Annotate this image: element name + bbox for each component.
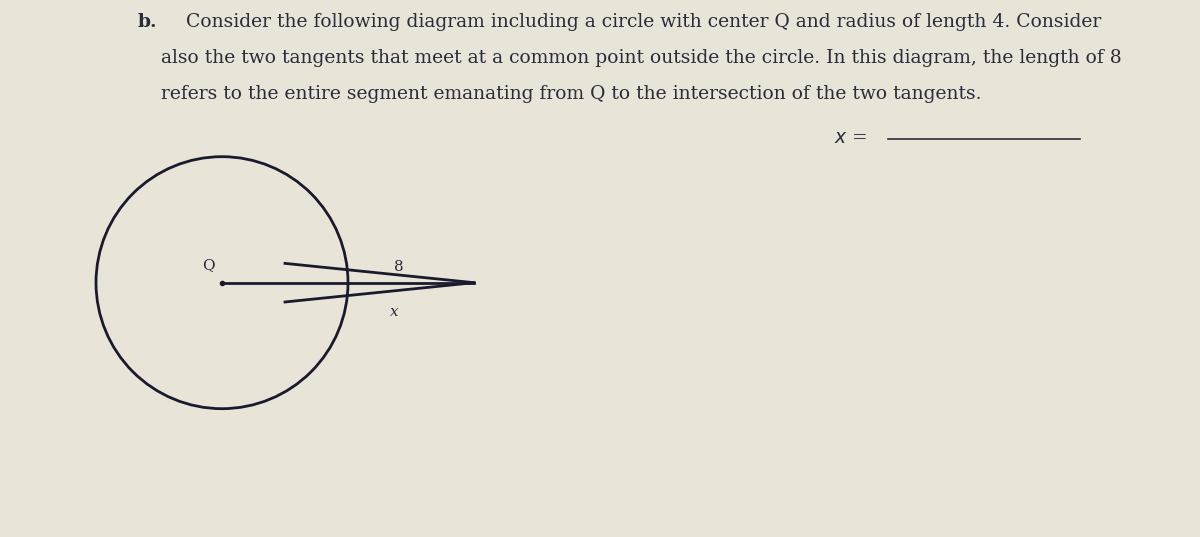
Text: also the two tangents that meet at a common point outside the circle. In this di: also the two tangents that meet at a com…	[161, 49, 1122, 67]
Text: Consider the following diagram including a circle with center Q and radius of le: Consider the following diagram including…	[186, 13, 1102, 31]
Text: $x$ =: $x$ =	[834, 129, 868, 147]
Text: b.: b.	[138, 13, 157, 31]
Text: refers to the entire segment emanating from Q to the intersection of the two tan: refers to the entire segment emanating f…	[161, 85, 982, 103]
Text: 8: 8	[394, 259, 403, 273]
Text: Q: Q	[202, 259, 215, 273]
Text: x: x	[390, 305, 398, 319]
